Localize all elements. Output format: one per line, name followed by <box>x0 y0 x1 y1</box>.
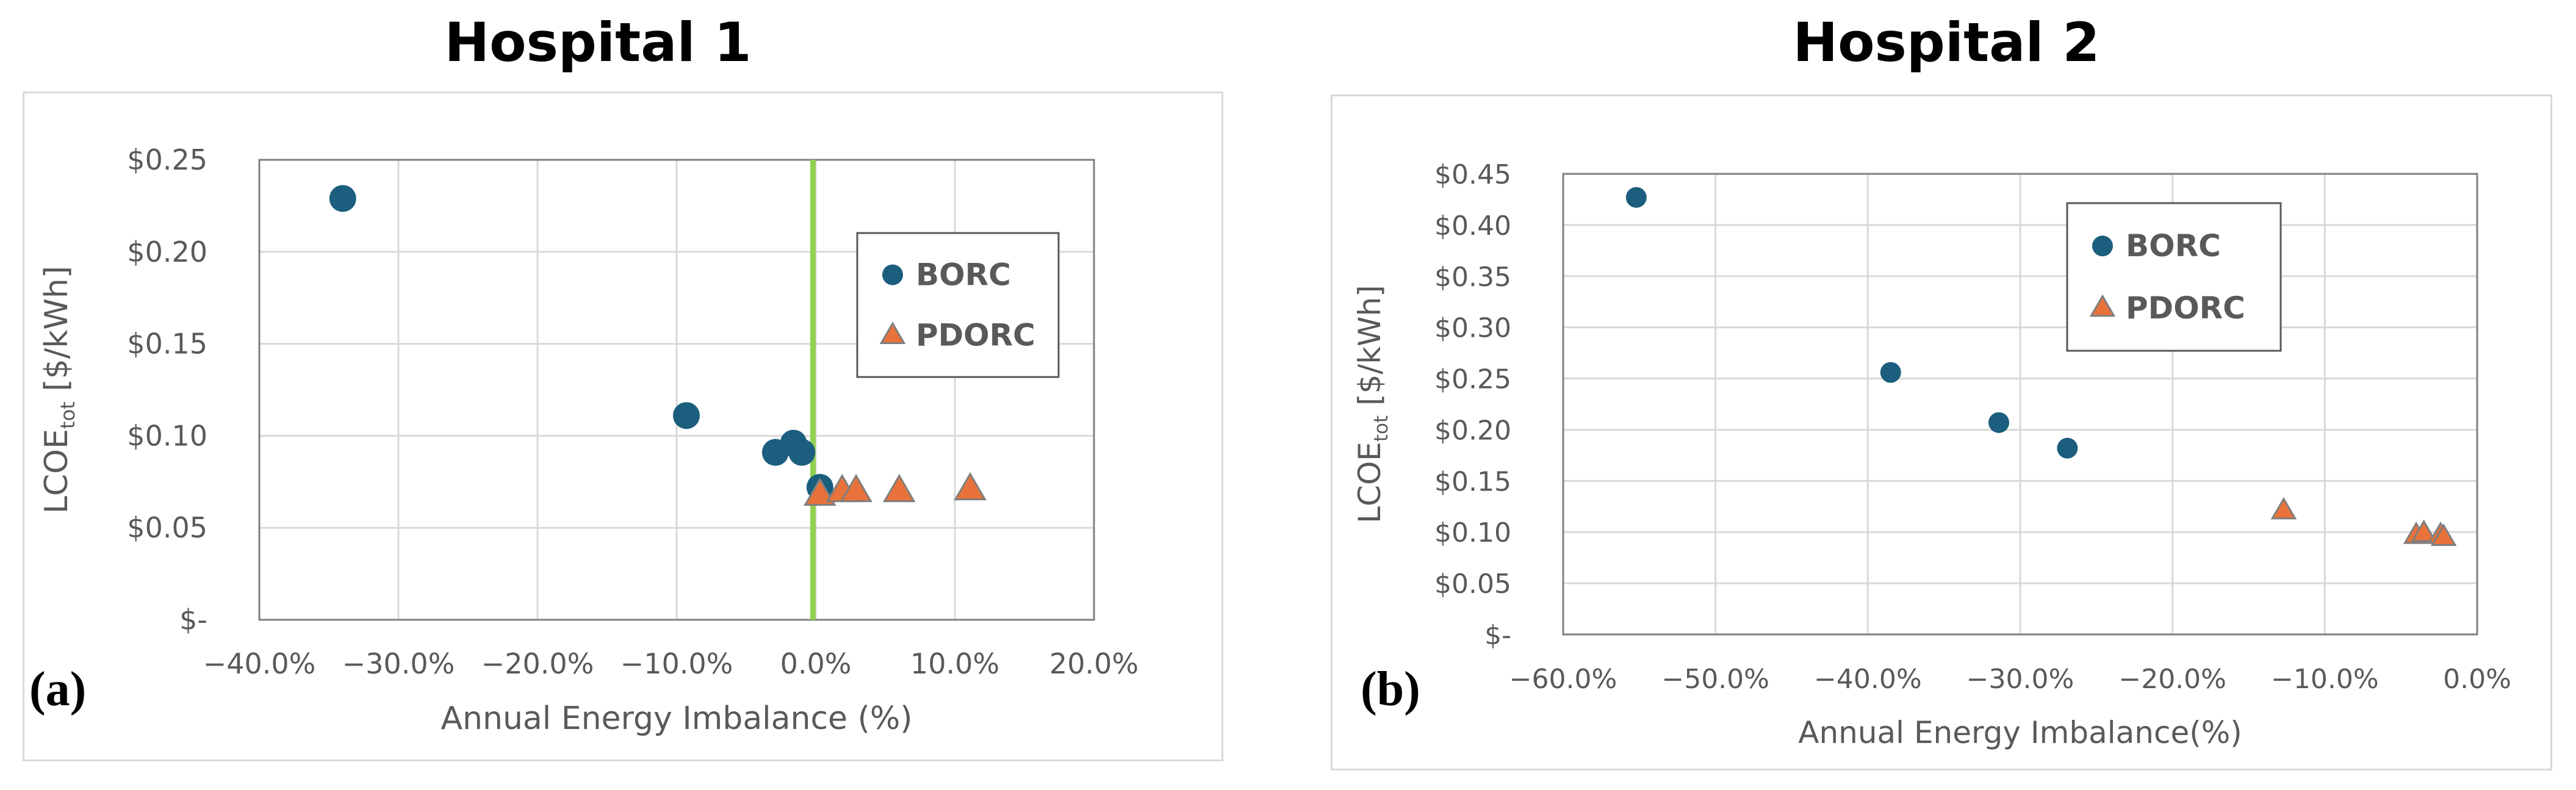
x-tick-label: 0.0% <box>2443 664 2511 695</box>
chart-title-hospital-2: Hospital 2 <box>1793 11 2100 74</box>
chart-frame-hospital-1 <box>23 92 1223 761</box>
borc-point <box>2057 437 2078 459</box>
y-tick-label: $0.20 <box>127 235 207 268</box>
legend-marker-borc <box>882 264 903 285</box>
x-tick-label: −20.0% <box>481 647 594 680</box>
x-tick-label: −40.0% <box>203 647 316 680</box>
pdorc-point <box>2430 523 2457 547</box>
y-tick-label: $0.25 <box>127 143 207 176</box>
x-tick-label: 0.0% <box>780 647 852 680</box>
y-tick-label: $0.10 <box>127 419 207 452</box>
legend: BORC PDORC <box>2066 202 2282 352</box>
borc-point <box>672 402 700 429</box>
legend-label-pdorc: PDORC <box>916 318 1035 353</box>
pdorc-point <box>804 477 836 506</box>
y-axis-label: LCOEtot [$/kWh] <box>38 266 79 514</box>
panel-label-b: (b) <box>1361 663 1420 716</box>
x-tick-label: −10.0% <box>2271 664 2379 695</box>
borc-point <box>1988 412 2010 433</box>
panel-label-a: (a) <box>29 663 87 716</box>
legend-box <box>2066 202 2282 352</box>
pdorc-point <box>2411 519 2437 542</box>
y-tick-label: $0.25 <box>1434 364 1511 395</box>
x-tick-label: −60.0% <box>1509 664 1617 695</box>
x-axis-label: Annual Energy Imbalance (%) <box>441 700 912 737</box>
legend-marker-borc <box>2092 235 2113 257</box>
plot-area-border <box>258 159 1095 621</box>
y-tick-label: $0.05 <box>127 511 207 544</box>
chart-1: −40.0% −30.0% −20.0% −10.0% 0.0% 10.0% 20.0% $-… <box>38 143 1139 737</box>
pdorc-point <box>882 473 916 503</box>
y-tick-label: $0.35 <box>1434 262 1511 293</box>
legend-box <box>856 232 1060 378</box>
legend-marker-pdorc <box>2089 294 2116 317</box>
x-tick-label: −10.0% <box>621 647 733 680</box>
y-tick-label: $0.20 <box>1434 415 1511 446</box>
y-axis-label: LCOEtot [$/kWh] <box>1352 285 1392 523</box>
legend-label-pdorc: PDORC <box>2126 290 2245 326</box>
y-tick-label: $0.40 <box>1434 210 1511 242</box>
legend-marker-pdorc <box>879 321 906 344</box>
chart-title-hospital-1: Hospital 1 <box>444 11 752 74</box>
y-tick-label: $0.30 <box>1434 313 1511 344</box>
borc-point <box>1625 187 1647 208</box>
y-tick-label: $0.45 <box>1434 159 1511 190</box>
y-tick-label: $0.15 <box>127 328 207 361</box>
y-tick-label: $0.05 <box>1434 569 1511 600</box>
y-tick-label: $0.10 <box>1434 517 1511 548</box>
legend-label-borc: BORC <box>2126 228 2221 264</box>
x-tick-label: −50.0% <box>1661 664 1769 695</box>
x-axis-label: Annual Energy Imbalance(%) <box>1798 715 2242 750</box>
chart-2: −60.0% −50.0% −40.0% −30.0% −20.0% −10.0% 0.0%… <box>1352 159 2511 750</box>
x-tick-label: 20.0% <box>1049 647 1139 680</box>
borc-point <box>788 439 816 466</box>
chart-frame-hospital-2 <box>1331 95 2552 770</box>
x-tick-label: −30.0% <box>1966 664 2074 695</box>
pdorc-point <box>954 472 987 501</box>
x-tick-label: −40.0% <box>1814 664 1922 695</box>
borc-point <box>1880 362 1901 383</box>
legend-label-borc: BORC <box>916 257 1011 292</box>
x-tick-label: 10.0% <box>910 647 999 680</box>
y-tick-label: $0.15 <box>1434 466 1511 497</box>
pdorc-point <box>840 473 872 503</box>
y-tick-label: $- <box>179 603 207 636</box>
legend: BORC PDORC <box>856 232 1060 378</box>
pdorc-point <box>2270 497 2297 520</box>
plot-area-border <box>1562 173 2478 636</box>
x-tick-label: −30.0% <box>342 647 455 680</box>
x-tick-label: −20.0% <box>2118 664 2226 695</box>
borc-point <box>329 185 356 212</box>
y-tick-label: $- <box>1484 620 1511 651</box>
